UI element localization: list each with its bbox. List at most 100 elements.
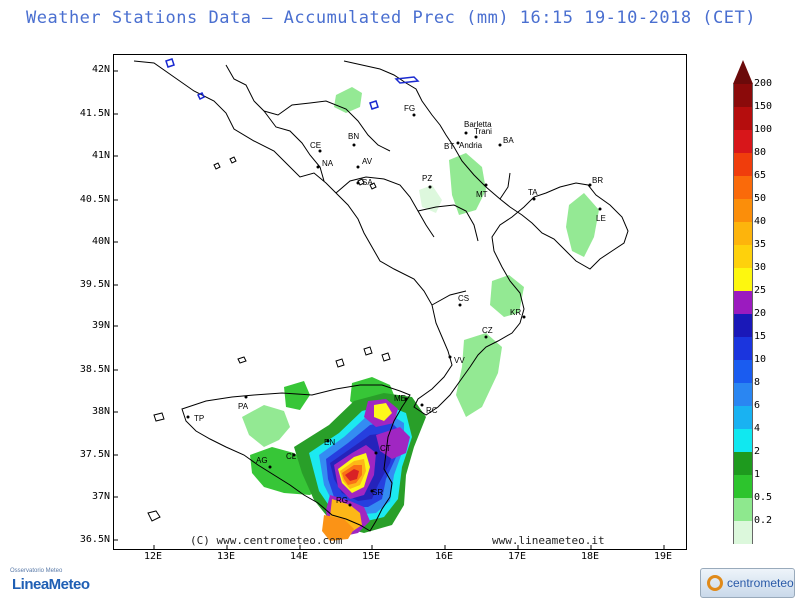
legend-swatch — [733, 245, 753, 268]
legend-label: 0.2 — [754, 515, 773, 526]
city-CT: CT — [380, 444, 391, 453]
city-VV: VV — [454, 356, 465, 365]
city-SA: SA — [362, 178, 373, 187]
legend-swatch — [733, 84, 753, 107]
credit-right: www.lineameteo.it — [492, 534, 605, 547]
city-CL: CL — [286, 452, 297, 461]
city-trani: Trani — [474, 127, 492, 136]
lon-label: 16E — [434, 551, 454, 562]
lon-label: 14E — [289, 551, 309, 562]
city-CE: CE — [310, 141, 321, 150]
legend-swatch — [733, 406, 753, 429]
legend-swatch — [733, 199, 753, 222]
lat-label: 41N — [91, 150, 110, 161]
city-RG: RG — [336, 496, 348, 505]
city-LE: LE — [596, 214, 606, 223]
legend-label: 200 — [754, 78, 773, 89]
coastlines — [133, 60, 629, 532]
legend-swatch — [733, 153, 753, 176]
city-NA: NA — [322, 159, 334, 168]
map-area[interactable]: FG Barletta Trani BA BT Andria CE BN NA … — [113, 54, 687, 550]
legend-swatch — [733, 268, 753, 291]
lat-label: 39.5N — [79, 279, 110, 290]
legend-swatch — [733, 475, 753, 498]
city-MT: MT — [476, 190, 488, 199]
lat-label: 36.5N — [79, 534, 110, 545]
legend-label: 0.5 — [754, 492, 773, 503]
city-SR: SR — [372, 488, 383, 497]
city-AG: AG — [256, 456, 268, 465]
legend-label: 15 — [754, 331, 767, 342]
city-BR: BR — [592, 176, 603, 185]
legend-swatch — [733, 314, 753, 337]
legend-label: 35 — [754, 239, 767, 250]
legend-label: 50 — [754, 193, 767, 204]
lon-label: 18E — [580, 551, 600, 562]
precip-legend — [733, 60, 753, 544]
legend-swatch — [733, 337, 753, 360]
city-ME: ME — [394, 394, 406, 403]
legend-label: 2 — [754, 446, 761, 457]
centrometeo-ring-icon — [707, 575, 723, 591]
city-TP: TP — [194, 414, 204, 423]
lat-label: 39N — [91, 320, 110, 331]
legend-label: 40 — [754, 216, 767, 227]
centrometeo-logo[interactable]: centrometeo — [700, 568, 795, 598]
city-andria: Andria — [459, 141, 483, 150]
legend-swatch — [733, 429, 753, 452]
lat-label: 40N — [91, 236, 110, 247]
city-PA: PA — [238, 402, 249, 411]
legend-label: 6 — [754, 400, 761, 411]
city-EN: EN — [324, 438, 335, 447]
legend-swatch — [733, 521, 753, 544]
lat-label: 37N — [91, 491, 110, 502]
legend-label: 30 — [754, 262, 767, 273]
lat-label: 38.5N — [79, 364, 110, 375]
lat-label: 41.5N — [79, 108, 110, 119]
legend-label: 20 — [754, 308, 767, 319]
legend-swatch — [733, 360, 753, 383]
lat-label: 37.5N — [79, 449, 110, 460]
city-KR: KR — [510, 308, 521, 317]
map-ticks — [114, 70, 665, 549]
city-PZ: PZ — [422, 174, 432, 183]
city-BN: BN — [348, 132, 359, 141]
legend-arrow-tip — [733, 60, 753, 84]
legend-label: 65 — [754, 170, 767, 181]
lakes — [165, 58, 420, 110]
city-markers: FG Barletta Trani BA BT Andria CE BN NA … — [186, 104, 606, 507]
legend-label: 150 — [754, 101, 773, 112]
legend-swatch — [733, 498, 753, 521]
precip-field — [242, 87, 599, 541]
lat-label: 40.5N — [79, 194, 110, 205]
lineameteo-logo[interactable]: Osservatorio Meteo LineaMeteo — [10, 568, 90, 593]
legend-label: 80 — [754, 147, 767, 158]
legend-swatch — [733, 383, 753, 406]
city-BA: BA — [503, 136, 514, 145]
city-RC: RC — [426, 406, 438, 415]
lon-label: 13E — [216, 551, 236, 562]
city-CS: CS — [458, 294, 469, 303]
credit-left: (C) www.centrometeo.com — [190, 534, 343, 547]
lon-label: 19E — [653, 551, 673, 562]
map-svg: FG Barletta Trani BA BT Andria CE BN NA … — [114, 58, 665, 549]
legend-label: 4 — [754, 423, 761, 434]
legend-label: 25 — [754, 285, 767, 296]
lat-label: 38N — [91, 406, 110, 417]
city-CZ: CZ — [482, 326, 493, 335]
lat-label: 42N — [91, 64, 110, 75]
city-FG: FG — [404, 104, 415, 113]
lon-label: 17E — [507, 551, 527, 562]
legend-label: 8 — [754, 377, 761, 388]
legend-swatch — [733, 222, 753, 245]
legend-swatch — [733, 291, 753, 314]
city-BT: BT — [444, 142, 454, 151]
legend-label: 10 — [754, 354, 767, 365]
map-title: Weather Stations Data — Accumulated Prec… — [26, 8, 756, 28]
legend-label: 100 — [754, 124, 773, 135]
legend-swatch — [733, 176, 753, 199]
lon-label: 15E — [361, 551, 381, 562]
legend-swatch — [733, 452, 753, 475]
city-barletta: Barletta — [464, 120, 492, 129]
city-AV: AV — [362, 157, 373, 166]
